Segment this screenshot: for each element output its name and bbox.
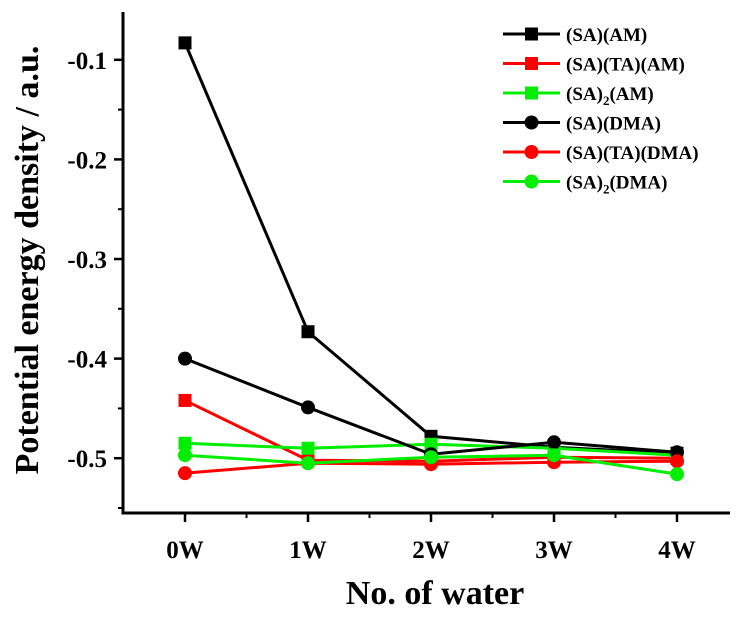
legend-item-1: (SA)(AM) xyxy=(503,25,647,46)
data-point xyxy=(670,467,684,482)
legend-swatch-marker xyxy=(524,145,539,159)
data-point xyxy=(178,466,192,481)
legend-swatch-marker xyxy=(524,174,539,189)
legend-label: (SA)2(DMA) xyxy=(566,173,667,197)
data-point xyxy=(301,325,315,339)
y-tick-label: -0.3 xyxy=(67,247,107,274)
data-point xyxy=(178,448,192,463)
legend-label: (SA)2(AM) xyxy=(566,84,654,108)
legend-swatch-marker xyxy=(525,57,538,70)
data-point xyxy=(178,436,192,450)
data-point xyxy=(547,448,561,463)
data-point xyxy=(178,351,192,366)
y-tick-label: -0.5 xyxy=(67,446,107,473)
x-tick-label: 4W xyxy=(658,537,696,564)
x-tick-label: 1W xyxy=(289,537,327,564)
legend-label: (SA)(TA)(DMA) xyxy=(566,143,699,164)
data-point xyxy=(301,441,315,455)
legend-swatch-marker xyxy=(525,27,538,41)
legend-item-4: (SA)(DMA) xyxy=(503,114,661,135)
data-point xyxy=(301,456,315,471)
legend-label: (SA)(TA)(AM) xyxy=(566,55,685,76)
legend: (SA)(AM) (SA)(TA)(AM) (SA)2(AM) (SA)(DMA) (S… xyxy=(503,25,699,197)
data-point xyxy=(670,454,684,469)
x-tick-label: 0W xyxy=(166,537,204,564)
legend-item-2: (SA)(TA)(AM) xyxy=(503,55,685,76)
legend-label: (SA)(AM) xyxy=(566,25,647,46)
data-point xyxy=(424,450,438,465)
legend-item-5: (SA)(TA)(DMA) xyxy=(503,143,699,164)
data-point xyxy=(301,400,315,415)
legend-item-6: (SA)2(DMA) xyxy=(503,173,667,197)
x-axis-title: No. of water xyxy=(346,575,524,612)
y-axis-title: Potential energy density / a.u. xyxy=(9,46,46,475)
y-tick-label: -0.2 xyxy=(67,147,107,174)
data-point xyxy=(424,437,438,451)
y-tick-label: -0.1 xyxy=(67,48,107,75)
axes: -0.1 -0.2 -0.3 -0.4 -0.5 0W 1W 2W 3W 4W xyxy=(67,12,730,564)
series-layer xyxy=(178,36,684,482)
y-tick-label: -0.4 xyxy=(67,347,107,374)
data-point xyxy=(178,393,192,407)
legend-swatch-marker xyxy=(524,115,539,130)
data-point xyxy=(547,435,561,450)
legend-label: (SA)(DMA) xyxy=(566,114,661,135)
data-point xyxy=(178,36,192,50)
x-tick-label: 2W xyxy=(412,537,450,564)
legend-item-3: (SA)2(AM) xyxy=(503,84,654,108)
legend-swatch-marker xyxy=(525,86,538,100)
x-tick-label: 3W xyxy=(535,537,573,564)
series-6 xyxy=(178,448,684,482)
